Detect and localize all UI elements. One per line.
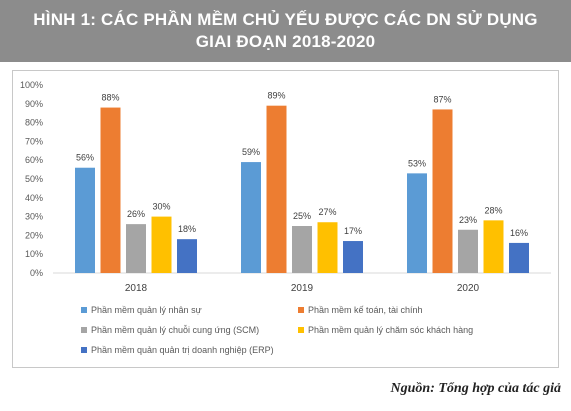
data-label: 88% xyxy=(101,93,119,103)
bar xyxy=(100,107,121,273)
bar xyxy=(292,226,312,273)
bar xyxy=(126,224,146,273)
y-tick-label: 90% xyxy=(25,99,43,109)
legend-swatch xyxy=(298,307,304,313)
bar xyxy=(317,222,338,273)
bar xyxy=(432,109,453,273)
y-tick-label: 100% xyxy=(20,80,43,90)
bar xyxy=(458,229,478,273)
bar xyxy=(407,173,427,273)
y-tick-label: 30% xyxy=(25,212,43,222)
bar xyxy=(151,216,172,273)
chart-title-line-1: HÌNH 1: CÁC PHẦN MỀM CHỦ YẾU ĐƯỢC CÁC DN… xyxy=(33,10,538,29)
y-tick-label: 60% xyxy=(25,155,43,165)
data-label: 27% xyxy=(318,207,336,217)
legend-swatch xyxy=(298,327,304,333)
data-label: 26% xyxy=(127,209,145,219)
data-label: 89% xyxy=(267,91,285,101)
data-label: 28% xyxy=(484,205,502,215)
x-category-label: 2018 xyxy=(125,283,148,294)
data-label: 17% xyxy=(344,226,362,236)
legend-label: Phần mềm quản quản trị doanh nghiệp (ERP… xyxy=(91,345,274,355)
legend-label: Phần mềm quản lý chuỗi cung ứng (SCM) xyxy=(91,325,259,335)
bar xyxy=(177,239,197,273)
chart-frame: 0% 10% 20% 30% 40% 50% 60% 70% 80% 90% 100% 56% 88% 2… xyxy=(12,70,559,368)
data-label: 87% xyxy=(433,94,451,104)
data-label: 16% xyxy=(510,228,528,238)
legend-swatch xyxy=(81,327,87,333)
y-tick-label: 80% xyxy=(25,118,43,128)
bar xyxy=(241,162,261,273)
y-tick-label: 50% xyxy=(25,174,43,184)
bar xyxy=(266,105,287,274)
x-category-label: 2020 xyxy=(457,283,480,294)
title-bar: HÌNH 1: CÁC PHẦN MỀM CHỦ YẾU ĐƯỢC CÁC DN… xyxy=(0,0,571,62)
data-label: 59% xyxy=(242,147,260,157)
bar xyxy=(343,241,363,273)
legend-swatch xyxy=(81,347,87,353)
bar-chart: 0% 10% 20% 30% 40% 50% 60% 70% 80% 90% 100% 56% 88% 2… xyxy=(20,80,551,355)
y-tick-label: 70% xyxy=(25,136,43,146)
bar xyxy=(509,242,529,273)
data-label: 18% xyxy=(178,224,196,234)
y-tick-label: 40% xyxy=(25,193,43,203)
data-label: 30% xyxy=(152,202,170,212)
data-label: 53% xyxy=(408,158,426,168)
y-tick-label: 10% xyxy=(25,249,43,259)
legend-label: Phần mềm quản lý nhân sự xyxy=(91,305,202,315)
data-label: 56% xyxy=(76,153,94,163)
chart-title-line-2: GIAI ĐOẠN 2018-2020 xyxy=(195,32,376,51)
x-category-label: 2019 xyxy=(291,283,314,294)
y-tick-label: 20% xyxy=(25,230,43,240)
legend-label: Phần mềm kế toán, tài chính xyxy=(308,305,423,315)
data-label: 23% xyxy=(459,215,477,225)
y-tick-label: 0% xyxy=(30,268,43,278)
legend-swatch xyxy=(81,307,87,313)
legend-label: Phần mềm quản lý chăm sóc khách hàng xyxy=(308,325,473,335)
source-note: Nguồn: Tổng hợp của tác giả xyxy=(390,381,561,396)
data-label: 25% xyxy=(293,211,311,221)
bar xyxy=(483,220,504,273)
bar xyxy=(75,167,95,273)
